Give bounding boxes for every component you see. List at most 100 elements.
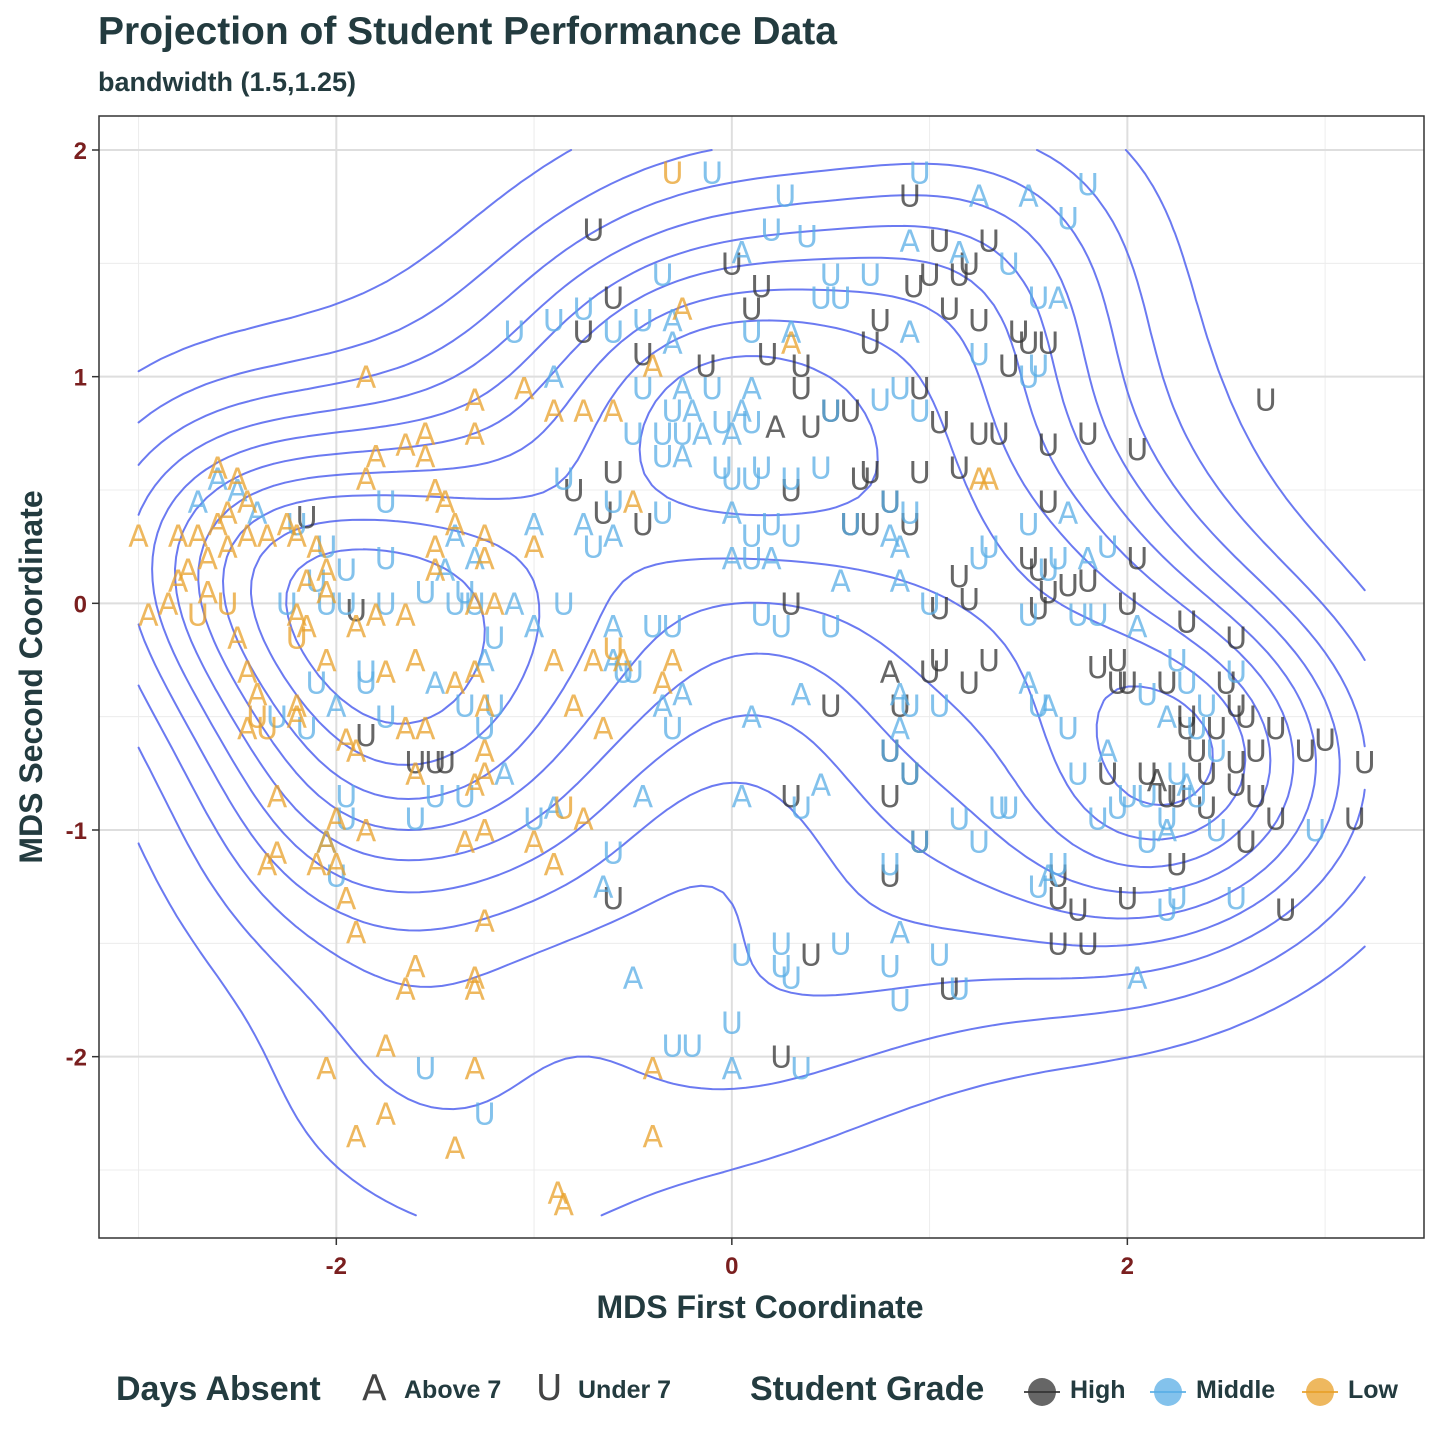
data-point: A [316,576,337,611]
data-point: U [375,587,397,622]
data-point: A [593,712,614,747]
data-point: U [711,406,733,441]
data-point: A [415,417,436,452]
legend: Days Absent A Above 7 U Under 7 Student … [0,1362,1440,1418]
data-point: A [474,735,495,770]
data-point: U [662,610,684,645]
x-axis-title: MDS First Coordinate [596,1289,923,1325]
data-point: U [484,689,506,724]
data-point: U [464,587,486,622]
data-point: U [859,456,881,491]
data-point: U [998,791,1020,826]
data-point: U [484,621,506,656]
data-point: A [366,599,387,634]
data-point: A [474,644,495,679]
data-point: A [316,825,337,860]
data-point: U [859,508,881,543]
data-point: U [929,939,951,974]
data-point: A [207,508,228,543]
data-point: A [593,871,614,906]
density-contours [137,149,1366,1217]
data-point: U [1156,893,1178,928]
data-point: U [701,157,723,192]
data-point: U [632,372,654,407]
data-point: A [296,610,317,645]
data-point: U [1156,780,1178,815]
data-point: A [178,553,199,588]
data-point: U [662,1029,684,1064]
data-point: A [474,814,495,849]
contour-line [137,194,1341,948]
data-point: U [1176,701,1198,736]
data-point: A [765,411,786,446]
data-point: A [445,519,466,554]
data-point: A [405,950,426,985]
data-point: A [405,644,426,679]
data-point: U [414,1052,436,1087]
data-point: A [741,701,762,736]
data-point: U [780,519,802,554]
data-point: A [544,791,565,826]
data-point: U [335,780,357,815]
data-point: U [879,848,901,883]
data-point: U [1344,803,1366,838]
data-point: A [375,1097,396,1132]
data-point: A [474,757,495,792]
data-point: A [781,327,802,362]
data-point: U [889,689,911,724]
data-point: A [207,463,228,498]
data-point: A [682,395,703,430]
data-point: U [315,587,337,622]
data-point: U [543,304,565,339]
data-point: U [612,655,634,690]
data-point: U [1077,927,1099,962]
data-point: A [731,780,752,815]
data-point: A [464,587,485,622]
data-point: A [366,440,387,475]
data-point: U [780,587,802,622]
data-point: A [464,1052,485,1087]
data-point: U [1097,531,1119,566]
data-point: A [603,519,624,554]
data-point: U [968,304,990,339]
contour-line [137,149,1366,1217]
data-point: A [425,667,446,702]
data-point: U [1225,769,1247,804]
data-point: U [1116,667,1138,702]
data-point: A [326,689,347,724]
data-point: U [1304,814,1326,849]
data-point: U [503,315,525,350]
data-point: U [1087,651,1109,686]
data-point: A [890,916,911,951]
data-point: U [741,542,763,577]
data-point: U [553,791,575,826]
data-point: A [900,225,921,260]
data-point: U [1354,746,1376,781]
data-point: U [879,950,901,985]
x-tick-label: -2 [326,1253,347,1280]
data-point: U [978,225,1000,260]
data-point: U [879,859,901,894]
data-point: A [524,531,545,566]
data-point: U [1037,429,1059,464]
data-point: U [1126,542,1148,577]
data-point: A [514,372,535,407]
data-point: U [1205,712,1227,747]
data-point: A [188,485,209,520]
data-point: A [445,1131,466,1166]
data-point: A [257,848,278,883]
data-point: U [721,463,743,498]
data-point: A [603,395,624,430]
data-point: U [1166,882,1188,917]
legend-label-low: Low [1348,1376,1398,1404]
data-point: A [267,837,288,872]
data-point: A [623,485,644,520]
data-point: A [474,905,495,940]
data-point: U [756,338,778,373]
data-point: U [741,463,763,498]
data-point: A [316,644,337,679]
data-point: A [474,542,495,577]
data-point: U [721,1007,743,1042]
